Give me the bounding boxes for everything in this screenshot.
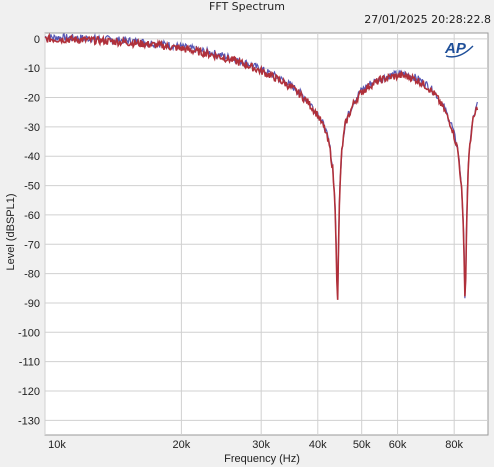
data-point: [391, 77, 392, 78]
data-point: [273, 77, 274, 78]
data-point: [473, 121, 474, 122]
y-tick-label: -20: [24, 93, 40, 105]
data-point: [160, 45, 161, 46]
data-point: [217, 55, 218, 56]
series-line: [44, 32, 479, 300]
data-point: [467, 179, 468, 180]
data-point: [341, 150, 342, 151]
y-tick-label: -130: [18, 415, 40, 427]
data-point: [400, 75, 401, 76]
y-axis-label: Level (dBSPL1): [5, 193, 17, 270]
x-tick-label: 50k: [353, 439, 371, 451]
y-tick-label: -60: [24, 210, 40, 222]
ap-logo-text: AP: [444, 40, 467, 57]
data-point: [333, 171, 334, 172]
data-point: [469, 144, 470, 145]
data-point: [451, 127, 452, 128]
x-tick-label: 40k: [309, 439, 327, 451]
timestamp: 27/01/2025 20:28:22.8: [364, 13, 491, 26]
data-point: [428, 87, 429, 88]
y-tick-label: -80: [24, 269, 40, 281]
data-point: [477, 106, 478, 107]
data-point: [285, 83, 286, 84]
x-tick-label: 30k: [252, 439, 270, 451]
data-point: [80, 39, 81, 40]
y-tick-label: -40: [24, 151, 40, 163]
data-point: [466, 238, 467, 239]
data-point: [353, 103, 354, 104]
data-point: [200, 52, 201, 53]
y-tick-label: -70: [24, 239, 40, 251]
plot-background: [44, 32, 489, 436]
y-tick-label: -120: [18, 386, 40, 398]
data-point: [380, 80, 381, 81]
data-point: [436, 96, 437, 97]
y-tick-label: -100: [18, 327, 40, 339]
data-point: [45, 38, 46, 39]
data-point: [465, 311, 466, 312]
data-point: [247, 65, 248, 66]
data-point: [361, 91, 362, 92]
data-point: [345, 124, 346, 125]
data-point: [338, 259, 339, 260]
x-tick-label: 20k: [173, 439, 191, 451]
y-tick-label: -90: [24, 298, 40, 310]
data-point: [325, 129, 326, 130]
y-tick-label: 0: [34, 34, 40, 46]
data-point: [181, 48, 182, 49]
data-point: [463, 238, 464, 239]
y-tick-label: -110: [19, 357, 40, 369]
x-axis-label: Frequency (Hz): [224, 453, 300, 465]
chart-title: FFT Spectrum: [209, 0, 285, 13]
data-point: [317, 115, 318, 116]
data-point: [307, 102, 308, 103]
data-point: [233, 60, 234, 61]
data-point: [329, 147, 330, 148]
data-point: [410, 77, 411, 78]
tick-labels: 0 -10 -20 -30 -40 -50 -60 -70 -80 -90 -100 -110 -120…: [18, 34, 464, 451]
data-point: [461, 185, 462, 186]
x-tick-label: 10k: [48, 439, 66, 451]
data-point: [444, 109, 445, 110]
data-point: [335, 209, 336, 210]
series-layer: [44, 32, 479, 318]
x-tick-label: 80k: [445, 439, 463, 451]
data-point: [369, 85, 370, 86]
data-point: [111, 41, 112, 42]
y-tick-label: -10: [24, 63, 40, 75]
data-point: [339, 191, 340, 192]
data-point: [419, 81, 420, 82]
y-tick-label: -30: [24, 122, 40, 134]
data-point: [261, 71, 262, 72]
ap-logo: AP: [443, 37, 475, 59]
data-point: [137, 43, 138, 44]
y-tick-label: -50: [24, 181, 40, 193]
data-point: [297, 91, 298, 92]
data-point: [336, 259, 337, 260]
x-tick-label: 60k: [389, 439, 407, 451]
data-point: [457, 150, 458, 151]
grid-lines: [44, 33, 488, 435]
data-point: [337, 317, 338, 318]
